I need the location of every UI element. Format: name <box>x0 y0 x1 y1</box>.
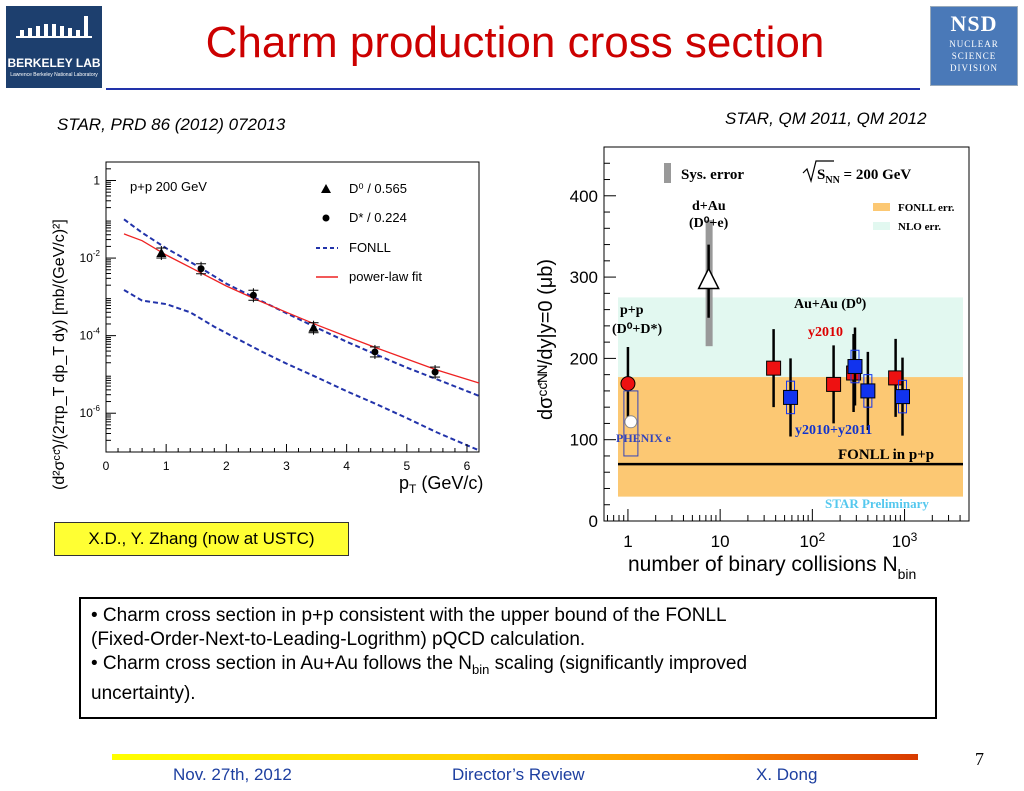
pp-label: p+p <box>620 303 644 318</box>
berkeley-lab-subtext: Lawrence Berkeley National Laboratory <box>10 72 98 78</box>
nsd-logo-line-3: DIVISION <box>950 63 998 73</box>
data-point-y2010-y2011 <box>860 383 876 399</box>
berkeley-lab-text: BERKELEY LAB <box>7 56 101 70</box>
phenix-label: PHENIX e <box>616 431 672 445</box>
title-divider <box>106 88 920 90</box>
x-tick-label: 5 <box>403 459 410 473</box>
x-tick-label: 102 <box>800 530 826 551</box>
slide-title: Charm production cross section <box>205 18 825 67</box>
data-point-y2010 <box>766 360 782 376</box>
data-point-d0 <box>156 248 167 258</box>
footer-event: Director’s Review <box>452 765 585 784</box>
legend-label-dstar: D* / 0.224 <box>349 210 407 225</box>
series-line-power-law-fit <box>123 233 480 384</box>
fonll-pp-label: FONLL in p+p <box>838 447 934 463</box>
left-chart-xlabel: pT (GeV/c) <box>399 473 483 496</box>
summary-box: • Charm cross section in p+p consistent … <box>79 597 937 719</box>
footer-author: X. Dong <box>756 765 818 784</box>
data-point-y2010-y2011 <box>894 389 910 405</box>
x-tick-label: 6 <box>464 459 471 473</box>
right-chart-xlabel: number of binary collisions Nbin <box>628 553 916 582</box>
y-tick-label: 100 <box>570 431 598 450</box>
bullet-1-line-2: (Fixed-Order-Next-to-Leading-Logrithm) p… <box>91 629 586 650</box>
data-point-dstar <box>249 291 257 299</box>
nsd-logo-line-2: SCIENCE <box>951 51 997 61</box>
nlo-err-swatch <box>873 222 890 230</box>
bullet-2-line-1: • Charm cross section in Au+Au follows t… <box>91 653 748 677</box>
nsd-logo: NSD NUCLEAR SCIENCE DIVISION <box>930 6 1018 86</box>
star-preliminary-label: STAR Preliminary <box>825 496 929 511</box>
berkeley-building-icon <box>16 16 92 38</box>
fonll-err-swatch <box>873 203 890 211</box>
data-point-y2010 <box>888 370 904 386</box>
y2010-label: y2010 <box>808 325 843 340</box>
data-point-dstar <box>431 368 439 376</box>
nsd-logo-abbr: NSD <box>950 11 998 36</box>
left-chart-legend: D⁰ / 0.565 D* / 0.224 FONLL power-law fi… <box>316 181 422 284</box>
y-tick-label: 10-6 <box>80 404 101 420</box>
citation-right: STAR, QM 2011, QM 2012 <box>725 109 927 128</box>
sqrt-symbol <box>802 160 834 184</box>
data-point-phenix-e <box>624 415 638 429</box>
legend-marker-circle <box>322 214 330 222</box>
x-tick-label: 10 <box>711 532 730 551</box>
data-point-y2010-y2011 <box>783 389 799 405</box>
phenix-sys-box <box>623 390 639 457</box>
legend-label-d0: D⁰ / 0.565 <box>349 181 407 196</box>
footer-bar <box>112 754 918 760</box>
fonll-err-label: FONLL err. <box>898 202 955 214</box>
data-point-d-au <box>697 266 720 290</box>
x-tick-label: 3 <box>283 459 290 473</box>
left-chart: 0 1 2 3 4 5 6 1 10-2 10-4 10-6 p+p 200 GeV D⁰ / 0.… <box>36 145 486 505</box>
page-number: 7 <box>975 749 984 769</box>
left-chart-annotation: p+p 200 GeV <box>130 179 207 194</box>
right-chart-frame <box>603 146 970 522</box>
data-point-d0 <box>308 322 319 332</box>
data-point-dstar <box>371 348 379 356</box>
sys-error-swatch <box>664 163 671 183</box>
y-tick-label: 400 <box>570 187 598 206</box>
right-chart: 0 100 200 300 400 1 10 102 103 Sys. error SNN = … <box>520 135 985 590</box>
x-tick-label: 1 <box>163 459 170 473</box>
nsd-logo-line-1: NUCLEAR <box>949 39 999 49</box>
sys-error-label: Sys. error <box>681 167 744 183</box>
data-point-dstar <box>197 265 205 273</box>
nlo-err-label: NLO err. <box>898 221 941 233</box>
x-tick-label: 2 <box>223 459 230 473</box>
footer-date: Nov. 27th, 2012 <box>173 765 292 784</box>
series-line-fonll <box>123 289 480 452</box>
y-tick-label: 300 <box>570 268 598 287</box>
energy-label: SNN = 200 GeV <box>817 167 911 186</box>
y-tick-label: 200 <box>570 349 598 368</box>
y-tick-label: 10-4 <box>80 327 101 343</box>
data-point-p-p <box>620 376 636 392</box>
auau-label: Au+Au (D⁰) <box>794 297 867 312</box>
citation-left: STAR, PRD 86 (2012) 072013 <box>57 115 286 134</box>
x-tick-label: 4 <box>343 459 350 473</box>
left-chart-frame <box>105 161 480 453</box>
dau-sublabel: (D⁰+e) <box>689 216 729 231</box>
legend-label-fonll: FONLL <box>349 240 391 255</box>
y-tick-label: 10-2 <box>80 249 101 265</box>
credit-box: X.D., Y. Zhang (now at USTC) <box>54 522 349 556</box>
y-tick-label: 1 <box>93 174 100 188</box>
y2010-2011-label: y2010+y2011 <box>795 423 872 438</box>
data-point-y2010-y2011 <box>847 359 863 375</box>
berkeley-lab-logo: BERKELEY LAB Lawrence Berkeley National … <box>6 6 102 88</box>
data-point-y2010 <box>826 376 842 392</box>
bullet-1-line-1: • Charm cross section in p+p consistent … <box>91 605 727 626</box>
x-tick-label: 0 <box>103 459 110 473</box>
pp-sublabel: (D⁰+D*) <box>612 322 662 337</box>
left-chart-ylabel: (d²σᶜᶜ̄)/(2πp_T dp_T dy) [mb/(GeV/c)²] <box>51 219 68 490</box>
legend-label-fit: power-law fit <box>349 269 422 284</box>
dau-label: d+Au <box>692 199 726 214</box>
right-chart-ylabel: dσᶜᶜ̄ᴺᴺ/dy|y=0 (μb) <box>535 259 557 420</box>
bullet-2-line-2: uncertainty). <box>91 682 196 704</box>
legend-marker-triangle <box>321 184 331 193</box>
x-tick-label: 1 <box>623 532 632 551</box>
y-tick-label: 0 <box>589 512 598 531</box>
x-tick-label: 103 <box>892 530 918 551</box>
